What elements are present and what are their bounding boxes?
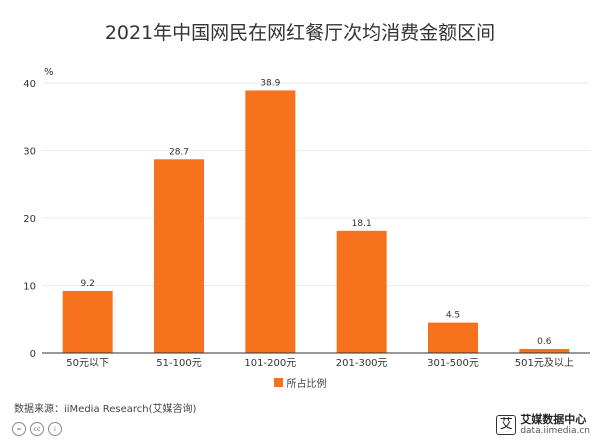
y-tick-label: 10 — [23, 282, 36, 293]
bar-2 — [154, 159, 204, 353]
bar-6 — [519, 348, 570, 353]
person-icon: i — [48, 422, 62, 436]
data-label: 9.2 — [81, 279, 95, 289]
y-tick-label: 40 — [23, 79, 36, 90]
chart-title: 2021年中国网民在网红餐厅次均消费金额区间 — [104, 22, 496, 44]
bar-5 — [428, 322, 478, 353]
bar-1 — [62, 290, 113, 353]
data-label: 28.7 — [169, 147, 189, 157]
legend-swatch — [273, 378, 283, 387]
brand-logo: 艾 艾媒数据中心 data.iimedia.cn — [496, 414, 590, 436]
legend: 所占比例 — [0, 375, 600, 390]
legend-label: 所占比例 — [286, 379, 327, 390]
data-label: 38.9 — [260, 78, 280, 88]
y-unit-label: % — [44, 67, 54, 78]
data-label: 18.1 — [352, 219, 372, 229]
x-axis-ticks: 50元以下 51-100元 101-200元 201-300元 301-500元 501元… — [66, 357, 574, 369]
bars — [62, 90, 570, 354]
license-icons: = cc i — [12, 422, 62, 436]
cc-icon: cc — [30, 422, 44, 436]
x-tick-label: 301-500元 — [427, 358, 479, 369]
grid-layer — [42, 82, 590, 286]
data-label: 0.6 — [537, 337, 552, 347]
data-label: 4.5 — [446, 311, 460, 321]
brand-name: 艾媒数据中心 — [520, 413, 587, 426]
bar-3 — [245, 90, 296, 354]
x-tick-label: 201-300元 — [336, 358, 388, 369]
x-tick-label: 50元以下 — [66, 358, 109, 369]
bar-4 — [336, 230, 387, 353]
y-axis-ticks: 0 10 20 30 40 — [23, 79, 36, 360]
x-tick-label: 51-100元 — [156, 358, 201, 369]
x-tick-label: 101-200元 — [244, 358, 296, 369]
x-tick-label: 501元及以上 — [515, 357, 574, 369]
y-tick-label: 20 — [23, 214, 36, 225]
brand-url: data.iimedia.cn — [520, 426, 590, 436]
source-note: 数据来源：iiMedia Research(艾媒咨询) — [14, 404, 197, 415]
data-labels: 9.2 28.7 38.9 18.1 4.5 0.6 — [81, 78, 552, 347]
equals-icon: = — [12, 422, 26, 436]
y-tick-label: 30 — [23, 147, 36, 158]
y-tick-label: 0 — [30, 349, 36, 360]
brand-mark-icon: 艾 — [496, 415, 517, 435]
